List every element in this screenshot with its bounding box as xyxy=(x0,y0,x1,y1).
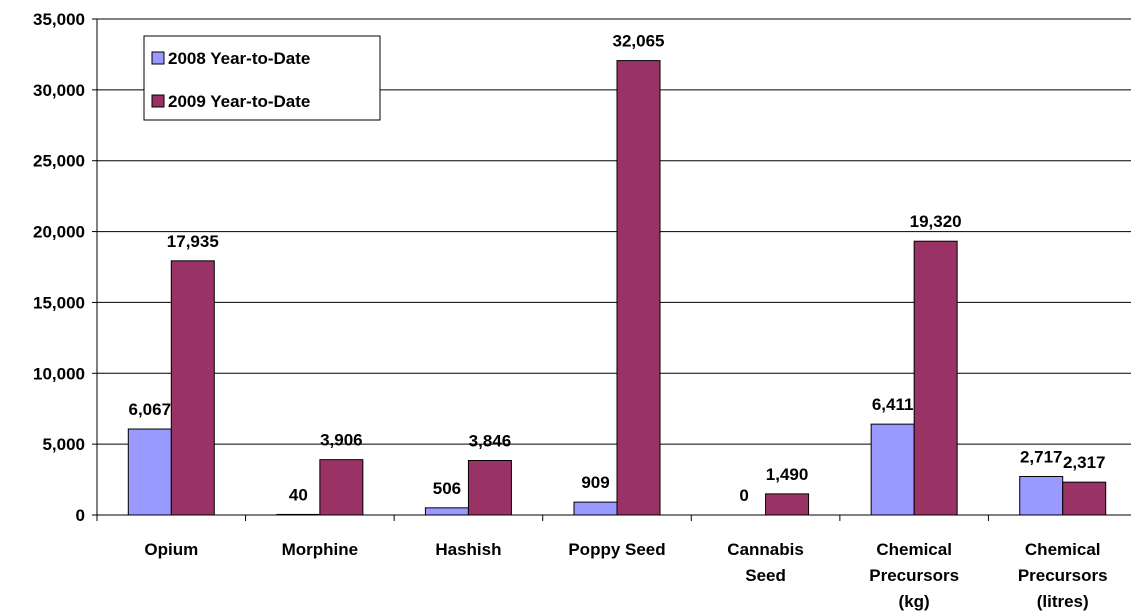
bar-series2 xyxy=(913,240,958,516)
legend-swatch xyxy=(151,94,165,108)
x-category-label: Chemical xyxy=(876,540,952,559)
x-category-label: Poppy Seed xyxy=(568,540,665,559)
data-label: 2,717 xyxy=(1020,447,1063,466)
x-category-label: Cannabis xyxy=(727,540,804,559)
bars xyxy=(127,60,1107,516)
bar-series1 xyxy=(424,507,469,516)
bar-series2 xyxy=(319,459,364,516)
data-label: 40 xyxy=(289,485,308,504)
bar-series1 xyxy=(573,501,618,516)
bar-series2 xyxy=(467,459,512,516)
y-tick-labels: 0 5,000 10,000 15,000 20,000 25,000 30,000 35,0… xyxy=(33,10,85,525)
data-label: 3,906 xyxy=(320,431,363,450)
y-tick-label: 35,000 xyxy=(33,10,85,29)
data-labels: 6,067 17,935 40 3,906 506 3,846 909 32,065 0 1,49… xyxy=(129,32,1106,505)
x-category-label: Opium xyxy=(144,540,198,559)
data-label: 6,067 xyxy=(129,400,172,419)
bar-series1 xyxy=(1019,475,1064,516)
x-category-labels: Opium Morphine Hashish Poppy Seed Cannabis Se… xyxy=(144,540,1107,611)
bar-series2 xyxy=(170,260,215,516)
data-label: 6,411 xyxy=(872,395,914,414)
data-label: 32,065 xyxy=(613,32,665,51)
bar-series1 xyxy=(127,428,172,516)
data-label: 19,320 xyxy=(910,212,962,231)
bar-series2 xyxy=(1062,481,1107,516)
bar-series1 xyxy=(276,513,321,516)
y-tick-label: 20,000 xyxy=(33,223,85,242)
legend-label: 2009 Year-to-Date xyxy=(168,92,310,111)
legend-swatch xyxy=(151,51,165,65)
y-tick-label: 30,000 xyxy=(33,81,85,100)
y-tick-label: 10,000 xyxy=(33,364,85,383)
bar-series1 xyxy=(870,423,915,516)
x-category-label: Precursors xyxy=(1018,566,1108,585)
x-category-label: Hashish xyxy=(435,540,501,559)
x-category-label: Chemical xyxy=(1025,540,1101,559)
y-tick-label: 25,000 xyxy=(33,152,85,171)
bar-series2 xyxy=(616,60,661,516)
x-category-label: Morphine xyxy=(282,540,359,559)
data-label: 0 xyxy=(739,486,748,505)
y-tick-label: 0 xyxy=(76,506,85,525)
data-label: 3,846 xyxy=(469,431,512,450)
bar-series2 xyxy=(765,493,810,516)
legend-label: 2008 Year-to-Date xyxy=(168,49,310,68)
data-label: 1,490 xyxy=(766,465,809,484)
x-category-label: (kg) xyxy=(899,592,930,611)
data-label: 2,317 xyxy=(1063,453,1106,472)
data-label: 909 xyxy=(581,473,609,492)
data-label: 506 xyxy=(433,479,461,498)
legend: 2008 Year-to-Date 2009 Year-to-Date xyxy=(143,35,381,121)
data-label: 17,935 xyxy=(167,232,219,251)
x-category-label: Precursors xyxy=(869,566,959,585)
x-category-label: (litres) xyxy=(1037,592,1089,611)
y-tick-label: 15,000 xyxy=(33,293,85,312)
x-category-label: Seed xyxy=(745,566,786,585)
legend-box xyxy=(143,35,381,121)
y-tick-label: 5,000 xyxy=(42,435,85,454)
